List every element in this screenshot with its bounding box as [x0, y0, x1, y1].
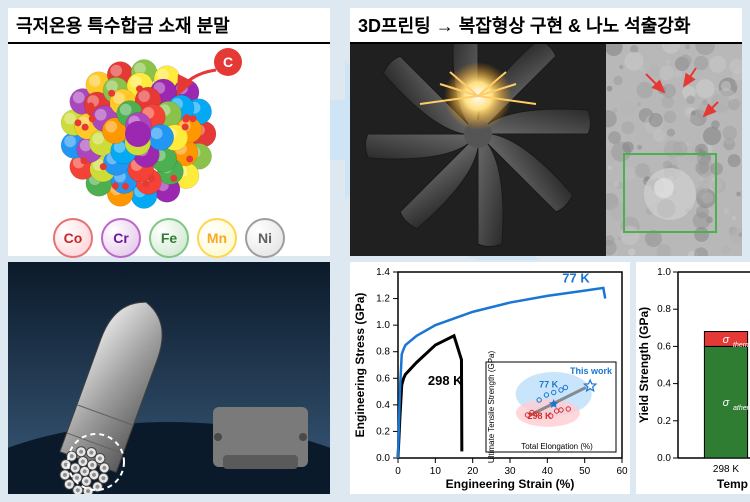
element-chip-co: Co: [53, 218, 93, 258]
svg-text:0.2: 0.2: [376, 426, 390, 437]
svg-text:10: 10: [430, 466, 442, 477]
svg-text:1.2: 1.2: [376, 294, 390, 305]
element-chips-row: CoCrFeMnNi: [8, 214, 330, 262]
ss-label-77k: 77 K: [562, 271, 590, 286]
svg-text:σ: σ: [723, 397, 730, 409]
svg-text:77 K: 77 K: [539, 380, 559, 390]
yield-strength-chart: 0.00.20.40.60.81.0Yield Strength (GPa)σa…: [636, 262, 750, 494]
svg-text:Ultimate Tensile Strength (GPa: Ultimate Tensile Strength (GPa): [487, 350, 496, 463]
svg-text:298 K: 298 K: [527, 411, 552, 421]
svg-text:30: 30: [504, 466, 516, 477]
ys-ylabel: Yield Strength (GPa): [637, 307, 651, 423]
panel-3d-printing-title: 3D프린팅 → 복잡형상 구현 & 나노 석출강화: [350, 8, 742, 44]
svg-text:0.0: 0.0: [376, 453, 390, 464]
ys-xlabel: Temp: [717, 477, 748, 491]
element-chip-fe: Fe: [149, 218, 189, 258]
tem-micrograph: [606, 44, 742, 256]
svg-text:0.4: 0.4: [376, 400, 390, 411]
powder-sphere: C: [8, 44, 330, 214]
svg-text:0.8: 0.8: [657, 304, 671, 315]
element-chip-ni: Ni: [245, 218, 285, 258]
element-chip-mn: Mn: [197, 218, 237, 258]
svg-text:σ: σ: [723, 334, 730, 346]
svg-text:0: 0: [395, 466, 401, 477]
inset-this-work-label: This work: [570, 366, 613, 376]
panel-3d-printing: 3D프린팅 → 복잡형상 구현 & 나노 석출강화: [350, 8, 742, 256]
ss-xlabel: Engineering Strain (%): [446, 477, 575, 491]
svg-text:1.4: 1.4: [376, 267, 390, 278]
impeller-illustration: [350, 44, 606, 256]
svg-text:60: 60: [616, 466, 628, 477]
svg-text:0.2: 0.2: [657, 416, 671, 427]
svg-text:50: 50: [579, 466, 591, 477]
svg-text:0.6: 0.6: [657, 341, 671, 352]
ys-xtick-298k: 298 K: [713, 464, 739, 475]
svg-text:Total Elongation (%): Total Elongation (%): [521, 442, 593, 451]
svg-text:athermal: athermal: [733, 405, 750, 412]
svg-text:1.0: 1.0: [376, 320, 390, 331]
svg-text:0.4: 0.4: [657, 379, 671, 390]
panel-alloy-powder: 극저온용 특수합금 소재 분말 C CoCrFeMnNi: [8, 8, 330, 256]
rocket-illustration: [8, 262, 330, 494]
svg-text:0.6: 0.6: [376, 373, 390, 384]
element-chip-cr: Cr: [101, 218, 141, 258]
svg-text:0.8: 0.8: [376, 347, 390, 358]
svg-text:thermal: thermal: [733, 342, 750, 349]
svg-text:0.0: 0.0: [657, 453, 671, 464]
carbon-badge-label: C: [223, 54, 233, 70]
svg-text:40: 40: [542, 466, 554, 477]
stress-strain-chart: 0 10 20 30 40 50 60 0.0 0.2 0.4 0.6 0.8 1.0 1.2 1.4 Eng…: [350, 262, 630, 494]
ss-label-298k: 298 K: [428, 373, 463, 388]
svg-text:20: 20: [467, 466, 479, 477]
ss-ylabel: Engineering Stress (GPa): [353, 293, 367, 438]
panel-alloy-powder-title: 극저온용 특수합금 소재 분말: [8, 8, 330, 44]
panel-application-rocket: [8, 262, 330, 494]
svg-text:1.0: 1.0: [657, 267, 671, 278]
